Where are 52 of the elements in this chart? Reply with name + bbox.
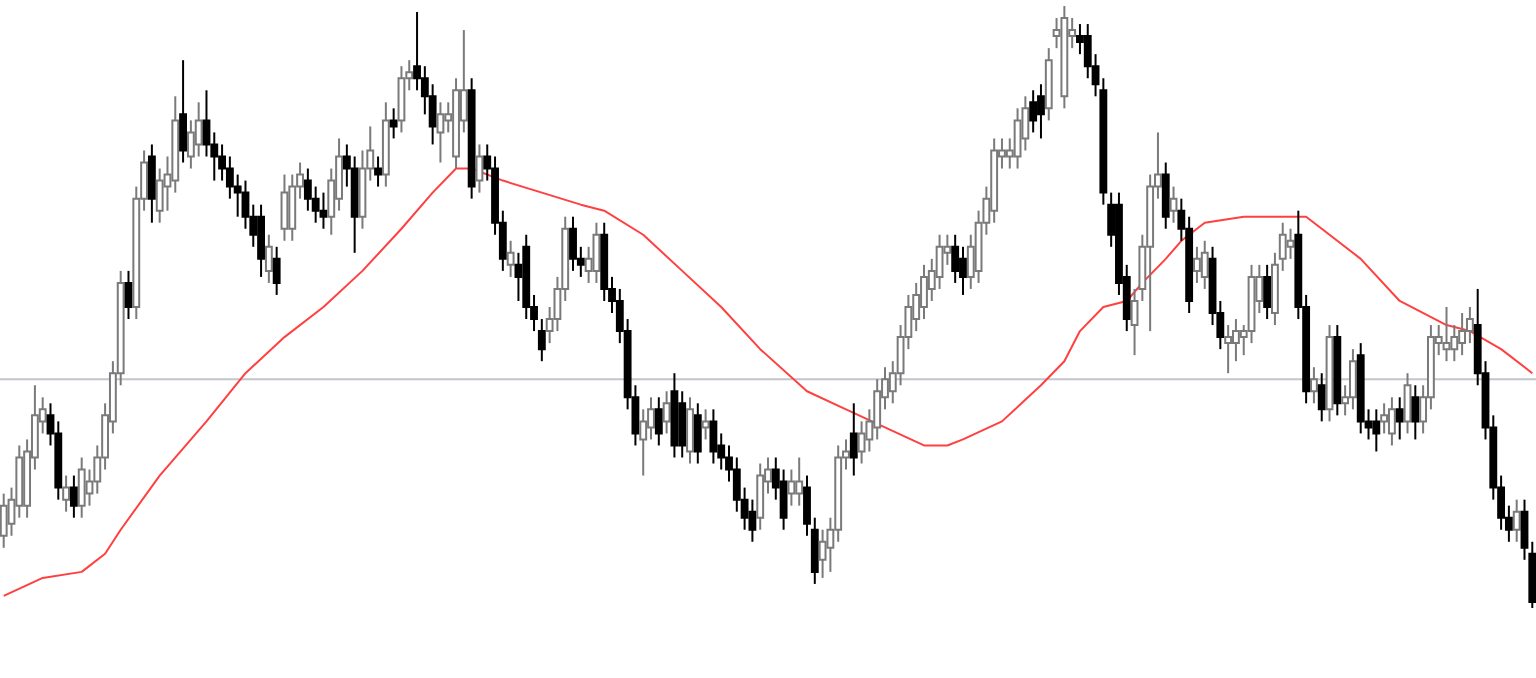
candlestick (756, 462, 765, 531)
candlestick (1349, 348, 1357, 411)
candlestick (1037, 83, 1045, 140)
candlestick (592, 221, 601, 284)
candlestick (1286, 227, 1295, 260)
candlestick (1200, 239, 1209, 290)
candlestick (1161, 161, 1170, 230)
candlestick (1411, 384, 1420, 441)
candlestick (280, 173, 289, 242)
candlestick (693, 402, 702, 465)
candlestick (701, 408, 710, 441)
candlestick (686, 396, 694, 465)
candlestick (849, 402, 858, 477)
candlestick (1169, 185, 1178, 224)
candlestick (678, 390, 687, 459)
candlestick (62, 474, 71, 513)
candlestick (272, 245, 281, 296)
candlestick (787, 468, 796, 507)
candlestick (1380, 402, 1389, 435)
candlestick (1029, 89, 1038, 134)
candlestick (69, 474, 78, 519)
candlestick (1193, 245, 1201, 284)
candlestick (506, 239, 515, 278)
candlestick (436, 101, 445, 164)
candlestick (147, 143, 156, 224)
candlestick (475, 143, 484, 194)
candlestick (654, 396, 663, 447)
candlestick (1395, 396, 1404, 441)
candlestick (1458, 312, 1467, 357)
candlestick (569, 215, 577, 272)
candlestick (1263, 263, 1272, 321)
candlestick (77, 456, 86, 519)
candlestick (257, 203, 265, 278)
candlestick (514, 251, 523, 302)
candlestick (1317, 372, 1326, 423)
candlestick (124, 269, 133, 321)
candlestick (1224, 324, 1233, 375)
candlestick (179, 59, 187, 164)
candlestick (319, 191, 328, 230)
candlestick (1372, 408, 1381, 453)
candlestick (1310, 366, 1318, 405)
candlestick (1512, 498, 1521, 543)
candlestick (264, 233, 273, 284)
candlestick (374, 155, 382, 188)
candlestick (795, 456, 804, 507)
candlestick (1442, 306, 1451, 363)
candlestick (709, 408, 718, 465)
candlestick (1403, 372, 1412, 435)
candlestick (662, 390, 671, 435)
candlestick (389, 107, 398, 140)
candlestick (1387, 396, 1396, 447)
candlestick (397, 65, 406, 134)
